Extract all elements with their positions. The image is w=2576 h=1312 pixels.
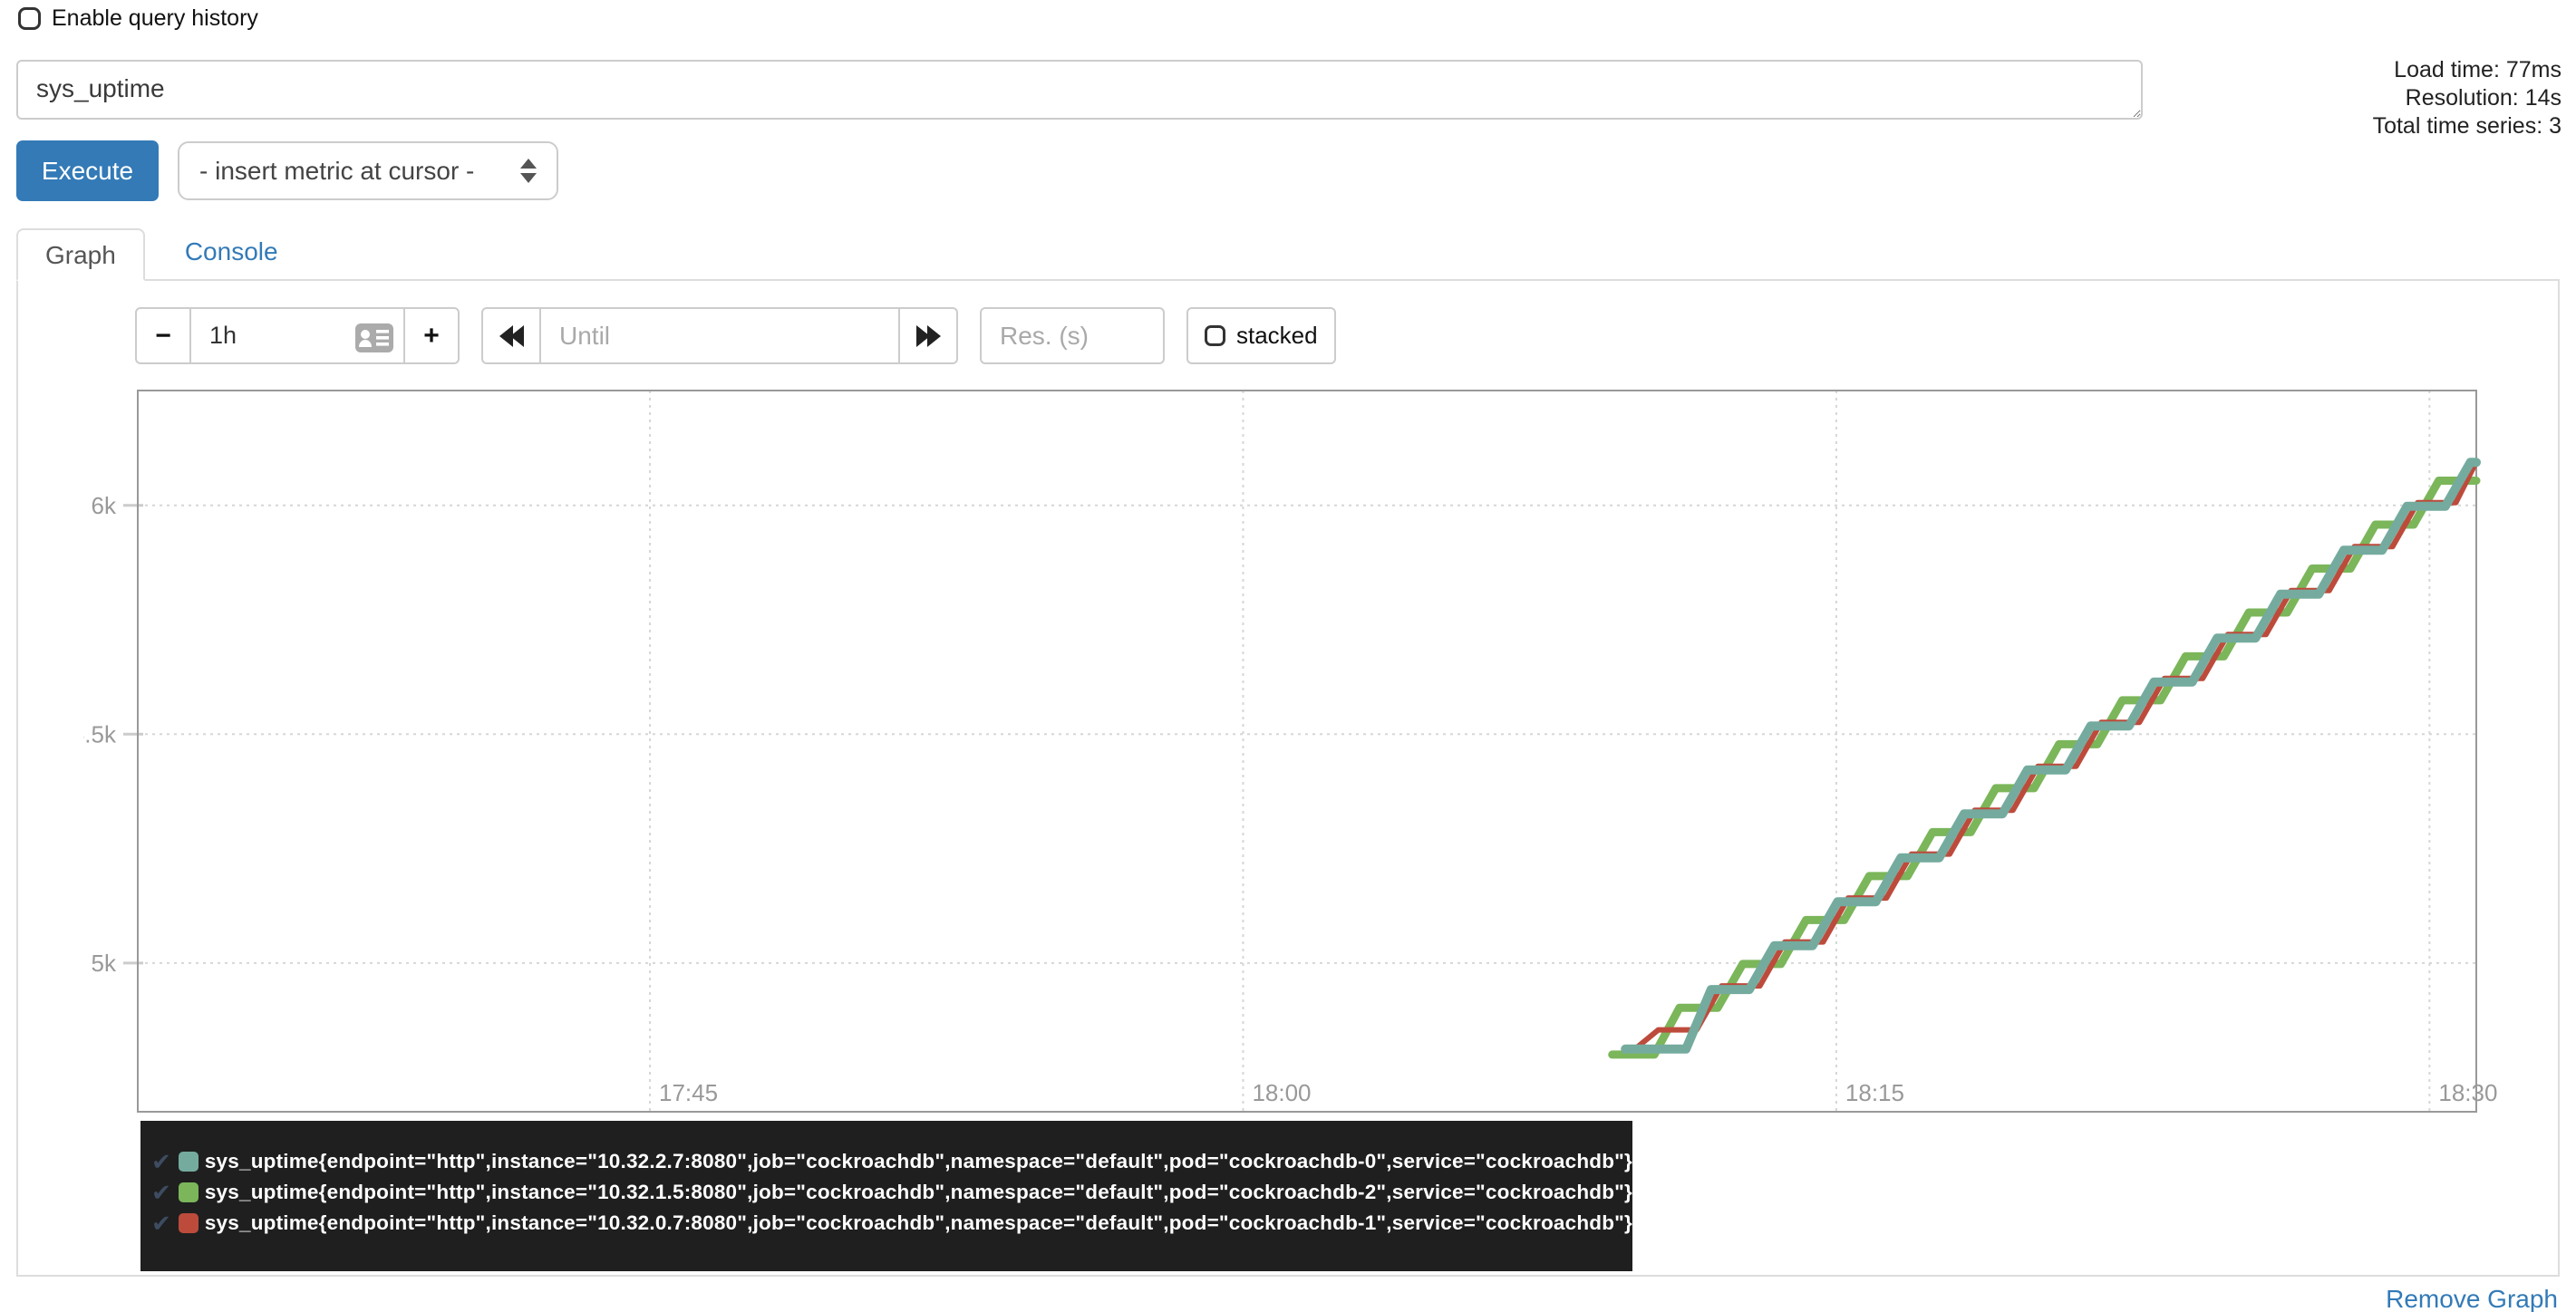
remove-graph-link[interactable]: Remove Graph <box>2386 1285 2558 1312</box>
until-field <box>539 307 900 364</box>
x-tick-label: 18:30 <box>2438 1079 2497 1106</box>
series-line <box>1621 458 2481 1054</box>
resolution-field <box>980 307 1165 364</box>
time-forward-button[interactable] <box>898 307 958 364</box>
graph-controls: − + <box>135 307 1336 364</box>
x-tick-label: 17:45 <box>659 1079 718 1106</box>
legend-item[interactable]: ✔ sys_uptime{endpoint="http",instance="10… <box>140 1177 1632 1208</box>
series-label: sys_uptime{endpoint="http",instance="10.… <box>204 1150 1632 1172</box>
plot-border <box>137 390 2477 1113</box>
enable-query-history[interactable]: Enable query history <box>18 5 258 32</box>
range-group: − + <box>135 307 460 364</box>
insert-metric-select[interactable]: - insert metric at cursor - <box>178 141 558 200</box>
series-label: sys_uptime{endpoint="http",instance="10.… <box>204 1211 1632 1234</box>
series-label: sys_uptime{endpoint="http",instance="10.… <box>204 1181 1632 1203</box>
stacked-toggle[interactable]: stacked <box>1186 307 1336 364</box>
query-history-checkbox[interactable] <box>18 7 41 30</box>
contact-card-autofill-icon[interactable] <box>354 323 394 353</box>
time-back-button[interactable] <box>481 307 541 364</box>
x-tick-label: 18:00 <box>1252 1079 1311 1106</box>
resolution: Resolution: 14s <box>2405 85 2561 111</box>
total-time-series: Total time series: 3 <box>2372 113 2561 139</box>
chart-legend: ✔ sys_uptime{endpoint="http",instance="10… <box>140 1121 1632 1271</box>
query-history-label: Enable query history <box>52 5 258 31</box>
execute-button[interactable]: Execute <box>16 140 159 201</box>
x-tick-label: 18:15 <box>1845 1079 1904 1106</box>
rewind-icon <box>499 324 524 347</box>
check-icon: ✔ <box>151 1178 171 1206</box>
y-tick-label: 5.5k <box>83 720 117 748</box>
legend-item[interactable]: ✔ sys_uptime{endpoint="http",instance="10… <box>140 1208 1632 1239</box>
range-field <box>189 307 405 364</box>
graph-panel: − + <box>16 281 2560 1277</box>
grow-range-button[interactable]: + <box>403 307 460 364</box>
resolution-input[interactable] <box>982 309 1163 362</box>
legend-item[interactable]: ✔ sys_uptime{endpoint="http",instance="10… <box>140 1146 1632 1177</box>
check-icon: ✔ <box>151 1147 171 1175</box>
up-down-arrows-icon <box>520 159 537 183</box>
load-time: Load time: 77ms <box>2394 57 2561 82</box>
query-input[interactable]: sys_uptime <box>16 60 2143 120</box>
stacked-checkbox[interactable] <box>1205 325 1225 346</box>
fast-forward-icon <box>915 324 941 347</box>
y-tick-label: 5k <box>92 950 117 977</box>
tab-bar: Graph Console <box>16 228 2560 281</box>
query-stats: Load time: 77ms Resolution: 14s Total ti… <box>2373 56 2561 140</box>
insert-metric-label: - insert metric at cursor - <box>199 156 475 185</box>
time-group <box>481 307 958 364</box>
until-input[interactable] <box>541 309 898 362</box>
series-swatch-icon <box>178 1182 199 1202</box>
series-swatch-icon <box>178 1152 199 1172</box>
series-swatch-icon <box>178 1213 199 1233</box>
uptime-chart[interactable]: 17:45 18:00 18:15 18:30 5k 5.5k 6k <box>83 381 2513 1133</box>
stacked-label: stacked <box>1236 322 1318 349</box>
check-icon: ✔ <box>151 1209 171 1237</box>
tab-console[interactable]: Console <box>184 237 278 265</box>
y-tick-label: 6k <box>92 492 117 519</box>
shrink-range-button[interactable]: − <box>135 307 191 364</box>
tab-graph[interactable]: Graph <box>16 228 145 281</box>
